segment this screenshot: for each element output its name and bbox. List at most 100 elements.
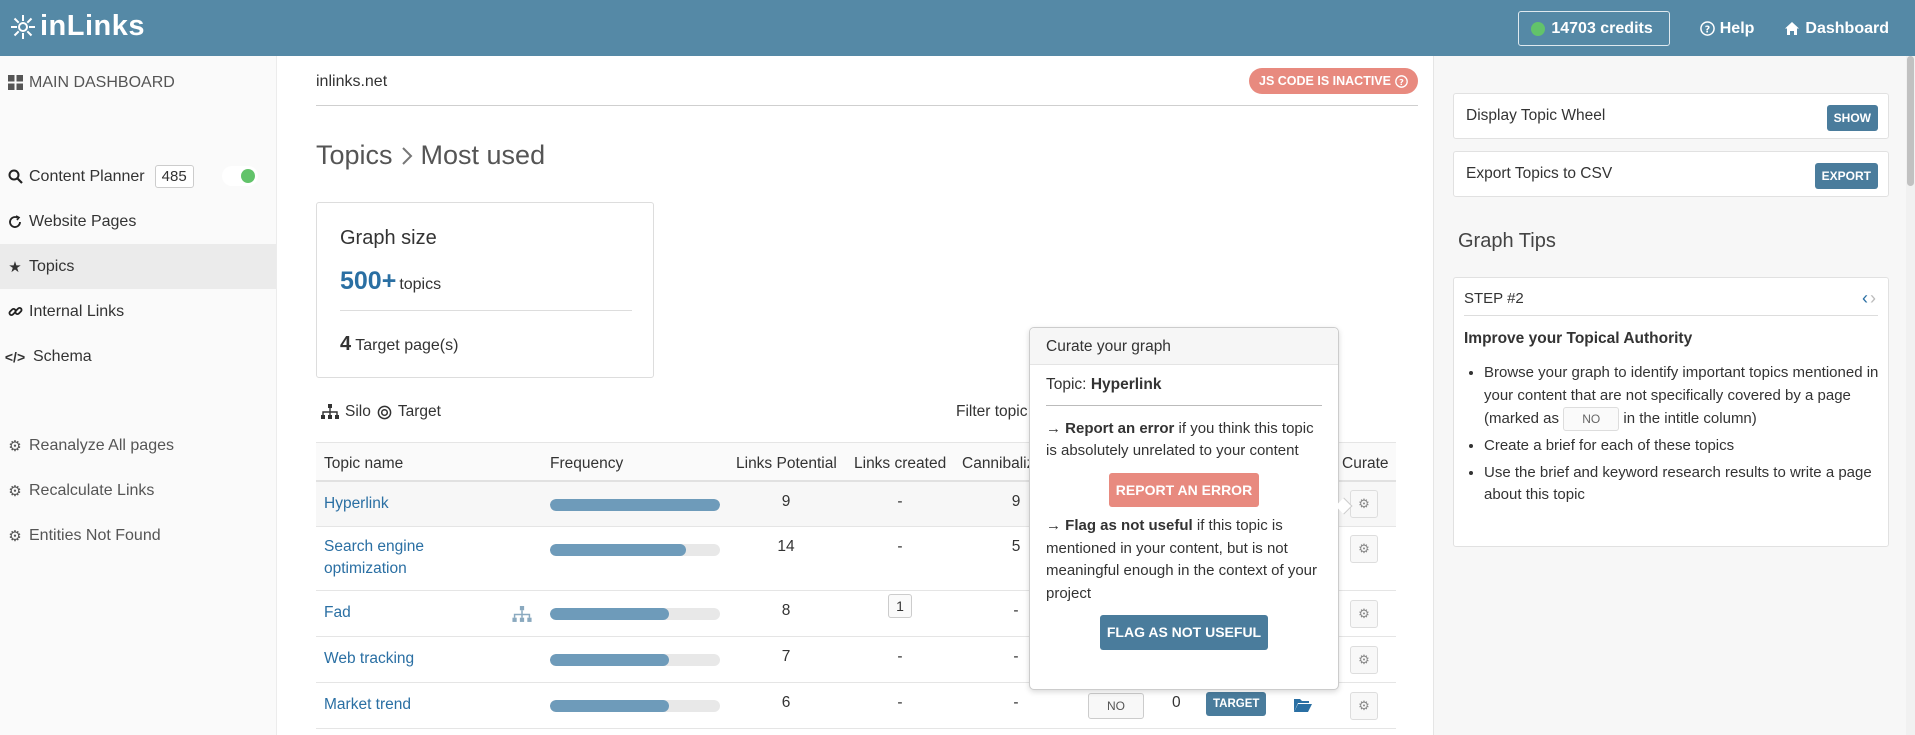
links-created: - (897, 694, 903, 711)
dashboard-link[interactable]: Dashboard (1784, 20, 1889, 38)
sidebar-item-topics[interactable]: ★ Topics (0, 244, 276, 289)
links-potential: 6 (781, 694, 791, 711)
popover-topic: Topic: Hyperlink (1046, 374, 1322, 406)
home-icon (1785, 22, 1800, 35)
curate-gear-button[interactable]: ⚙ (1350, 535, 1378, 563)
topic-link[interactable]: Hyperlink (324, 495, 389, 512)
table-row: Search engine optimization 14 - 5 ⚙ (316, 527, 1396, 591)
refresh-icon (7, 214, 23, 229)
cannibalization: - (1013, 602, 1019, 619)
legend-target: Target (397, 403, 441, 420)
page-scrollbar[interactable] (1906, 56, 1915, 735)
topic-link[interactable]: Fad (324, 604, 351, 621)
breadcrumb-current: Most used (420, 140, 546, 170)
links-created: - (897, 648, 903, 665)
intitle-no-badge: NO (1088, 693, 1144, 719)
dashboard-label: Dashboard (1805, 19, 1889, 37)
chevron-left-icon[interactable]: ‹ (1862, 288, 1870, 308)
toggle-knob (241, 169, 255, 183)
legend-silo: Silo (345, 403, 371, 420)
sidebar-item-label: Website Pages (29, 212, 137, 230)
filter-topic-label: Filter topic (956, 403, 1028, 420)
target-button[interactable]: TARGET (1206, 692, 1267, 716)
flag-not-useful-button[interactable]: FLAG AS NOT USEFUL (1099, 615, 1269, 650)
help-label: Help (1719, 19, 1755, 37)
sidebar: MAIN DASHBOARD Content Planner 485 Websi… (0, 56, 277, 735)
gear-icon: ⚙ (8, 437, 22, 455)
sidebar-item-label: Internal Links (29, 302, 125, 320)
frequency-bar (550, 499, 720, 511)
chevron-right-icon[interactable]: › (1870, 288, 1878, 308)
status-dot-icon (1531, 21, 1546, 36)
col-frequency[interactable]: Frequency (550, 455, 624, 472)
topic-link[interactable]: Search engine optimization (324, 538, 424, 577)
frequency-bar (550, 608, 720, 620)
table-row: Web tracking 7 - - ⚙ (316, 637, 1396, 683)
curate-gear-button[interactable]: ⚙ (1350, 600, 1378, 628)
svg-text:?: ? (1399, 76, 1404, 86)
sidebar-item-reanalyze[interactable]: ⚙ Reanalyze All pages (0, 423, 276, 468)
sitemap-icon (321, 404, 339, 419)
col-cannibalization[interactable]: Cannibaliz (962, 455, 1035, 472)
link-icon (7, 304, 23, 319)
breadcrumb-root[interactable]: Topics (316, 140, 393, 170)
silo-icon[interactable] (512, 606, 532, 623)
content-planner-count: 485 (154, 165, 194, 188)
curate-popover: Curate your graph Topic: Hyperlink → Rep… (1029, 327, 1339, 690)
chevron-right-icon (401, 146, 412, 165)
credits-label: 14703 credits (1551, 19, 1653, 37)
gear-icon: ⚙ (1358, 496, 1370, 511)
curate-gear-button[interactable]: ⚙ (1350, 490, 1378, 518)
report-error-button[interactable]: REPORT AN ERROR (1108, 472, 1260, 507)
sidebar-item-main-dashboard[interactable]: MAIN DASHBOARD (0, 60, 276, 105)
graph-size-card: Graph size 500+ topics 4 Target page(s) (316, 202, 654, 378)
list-item: Browse your graph to identify important … (1484, 362, 1880, 431)
links-potential: 14 (777, 538, 795, 555)
sidebar-item-content-planner[interactable]: Content Planner 485 (0, 154, 276, 199)
credits-button[interactable]: 14703 credits (1518, 11, 1670, 46)
graph-size-count: 500+ topics (340, 267, 442, 295)
table-row: Market trend 6 - - NO 0 TARGET ⚙ (316, 683, 1396, 729)
code-icon: </> (4, 348, 26, 365)
divider (340, 310, 632, 311)
col-curate[interactable]: Curate (1342, 455, 1389, 472)
logo[interactable]: inLinks (10, 10, 145, 43)
search-icon (7, 169, 23, 184)
zero-count: 0 (1172, 694, 1181, 711)
col-links-created[interactable]: Links created (854, 455, 947, 472)
step-nav: ‹› (1862, 288, 1878, 309)
export-topics-card: Export Topics to CSV EXPORT (1453, 151, 1889, 197)
sidebar-item-entities-not-found[interactable]: ⚙ Entities Not Found (0, 513, 276, 558)
topic-wheel-card: Display Topic Wheel SHOW (1453, 93, 1889, 139)
folder-open-icon[interactable] (1293, 697, 1313, 713)
gear-icon: ⚙ (8, 482, 22, 500)
content-planner-toggle[interactable] (222, 166, 258, 186)
sidebar-item-schema[interactable]: </> Schema (0, 334, 276, 379)
js-code-status-badge[interactable]: JS CODE IS INACTIVE ? (1249, 68, 1418, 94)
grid-icon (7, 75, 23, 90)
topic-link[interactable]: Web tracking (324, 650, 415, 667)
sidebar-item-label: Content Planner (29, 167, 145, 185)
sidebar-item-website-pages[interactable]: Website Pages (0, 199, 276, 244)
topic-link[interactable]: Market trend (324, 696, 412, 713)
show-topic-wheel-button[interactable]: SHOW (1826, 105, 1878, 131)
site-header: inlinks.net JS CODE IS INACTIVE ? (316, 56, 1418, 106)
sidebar-item-label: Reanalyze All pages (29, 436, 174, 454)
frequency-bar (550, 700, 720, 712)
sidebar-item-internal-links[interactable]: Internal Links (0, 289, 276, 334)
col-topic-name[interactable]: Topic name (324, 455, 404, 472)
logo-sun-icon (11, 14, 35, 39)
graph-size-title: Graph size (340, 227, 437, 249)
export-csv-button[interactable]: EXPORT (1814, 163, 1878, 189)
links-created[interactable]: 1 (870, 594, 930, 618)
scrollbar-thumb[interactable] (1907, 56, 1914, 186)
star-icon: ★ (8, 258, 22, 276)
logo-text: inLinks (40, 10, 146, 42)
curate-gear-button[interactable]: ⚙ (1350, 646, 1378, 674)
help-link[interactable]: ? Help (1699, 19, 1755, 38)
col-links-potential[interactable]: Links Potential (736, 455, 837, 472)
curate-gear-button[interactable]: ⚙ (1350, 692, 1378, 720)
links-created: - (897, 538, 903, 555)
sidebar-item-recalculate[interactable]: ⚙ Recalculate Links (0, 468, 276, 513)
gear-icon: ⚙ (1358, 652, 1370, 667)
